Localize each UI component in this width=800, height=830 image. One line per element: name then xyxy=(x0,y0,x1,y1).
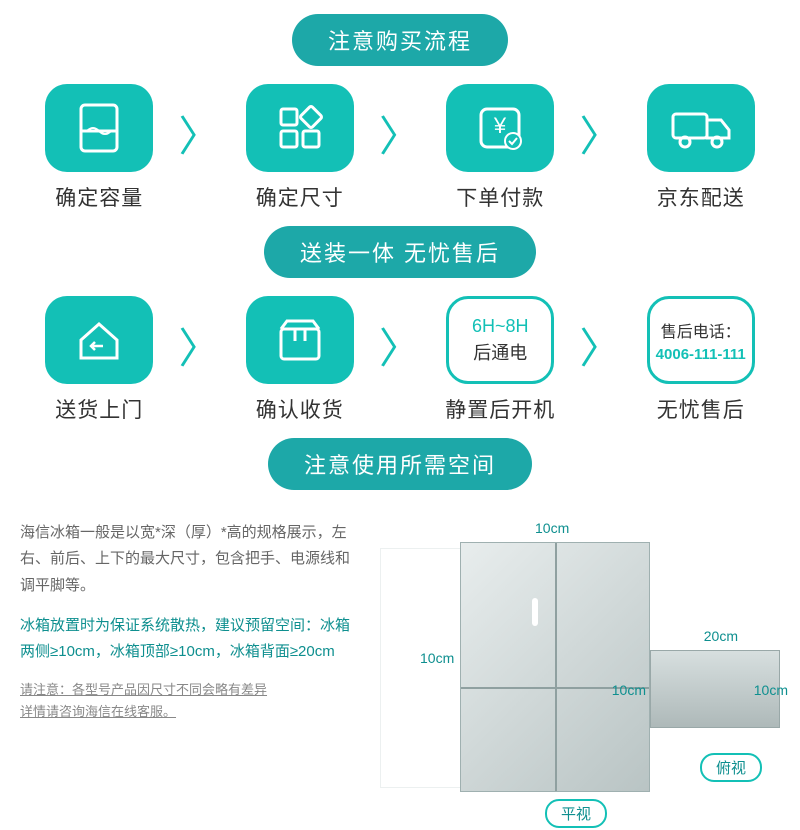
step-label: 无忧售后 xyxy=(657,394,745,424)
step-label: 确定容量 xyxy=(55,182,143,212)
step-label: 京东配送 xyxy=(657,182,745,212)
step-confirm: 确认收货 xyxy=(229,296,371,424)
clearance-desc: 冰箱放置时为保证系统散热，建议预留空间：冰箱两侧≥10cm，冰箱顶部≥10cm，… xyxy=(20,613,362,666)
row-service: 送货上门 〉 确认收货 〉 6H~8H 后通电 静置后开机 〉 售后电话： 40… xyxy=(0,296,800,424)
chevron-right-icon: 〉 xyxy=(379,315,421,376)
clearance-diagram: 10cm 10cm 10cm 20cm 10cm 10cm 平视 俯视 xyxy=(380,520,780,830)
chevron-right-icon: 〉 xyxy=(178,315,220,376)
wait-tile: 6H~8H 后通电 xyxy=(446,296,554,384)
dim-top: 10cm xyxy=(535,520,569,536)
dim-left: 10cm xyxy=(420,650,454,666)
dim-tv-left: 10cm xyxy=(612,682,646,698)
section1-title: 注意购买流程 xyxy=(292,14,508,66)
hotline-label: 售后电话： xyxy=(661,318,741,342)
chevron-right-icon: 〉 xyxy=(579,315,621,376)
hotline-tile: 售后电话： 4006-111-111 xyxy=(647,296,755,384)
step-label: 静置后开机 xyxy=(445,394,555,424)
step-label: 确定尺寸 xyxy=(256,182,344,212)
tag-top-view: 俯视 xyxy=(700,753,762,782)
step-label: 下单付款 xyxy=(456,182,544,212)
fridge-front-icon xyxy=(460,542,650,792)
fridge-icon xyxy=(45,84,153,172)
space-section: 海信冰箱一般是以宽*深（厚）*高的规格展示，左右、前后、上下的最大尺寸，包含把手… xyxy=(0,508,800,830)
pay-icon: ¥ xyxy=(446,84,554,172)
step-label: 确认收货 xyxy=(256,394,344,424)
wait-hours: 6H~8H xyxy=(472,316,529,337)
note-line2: 详情请咨询海信在线客服。 xyxy=(20,701,362,723)
step-power-on: 6H~8H 后通电 静置后开机 xyxy=(429,296,571,424)
svg-text:¥: ¥ xyxy=(493,113,507,138)
dim-tv-right: 10cm xyxy=(754,682,788,698)
truck-icon xyxy=(647,84,755,172)
spec-desc: 海信冰箱一般是以宽*深（厚）*高的规格展示，左右、前后、上下的最大尺寸，包含把手… xyxy=(20,520,362,599)
step-size: 确定尺寸 xyxy=(229,84,371,212)
home-icon xyxy=(45,296,153,384)
box-icon xyxy=(246,296,354,384)
row-purchase: 确定容量 〉 确定尺寸 〉 ¥ 下单付款 〉 京东配送 xyxy=(0,84,800,212)
chevron-right-icon: 〉 xyxy=(579,103,621,164)
step-door-delivery: 送货上门 xyxy=(28,296,170,424)
section2-title: 送装一体 无忧售后 xyxy=(264,226,536,278)
step-label: 送货上门 xyxy=(55,394,143,424)
step-aftersale: 售后电话： 4006-111-111 无忧售后 xyxy=(630,296,772,424)
chevron-right-icon: 〉 xyxy=(178,103,220,164)
chevron-right-icon: 〉 xyxy=(379,103,421,164)
section3-title: 注意使用所需空间 xyxy=(268,438,532,490)
wait-text: 后通电 xyxy=(473,339,527,365)
grid-icon xyxy=(246,84,354,172)
step-pay: ¥ 下单付款 xyxy=(429,84,571,212)
hotline-number: 4006-111-111 xyxy=(656,346,746,363)
text-column: 海信冰箱一般是以宽*深（厚）*高的规格展示，左右、前后、上下的最大尺寸，包含把手… xyxy=(20,520,362,830)
dim-tv-top: 20cm xyxy=(704,628,738,644)
tag-front-view: 平视 xyxy=(545,799,607,828)
step-delivery: 京东配送 xyxy=(630,84,772,212)
note-line1: 请注意：各型号产品因尺寸不同会略有差异 xyxy=(20,679,362,701)
kitchen-bg xyxy=(380,548,465,788)
step-capacity: 确定容量 xyxy=(28,84,170,212)
